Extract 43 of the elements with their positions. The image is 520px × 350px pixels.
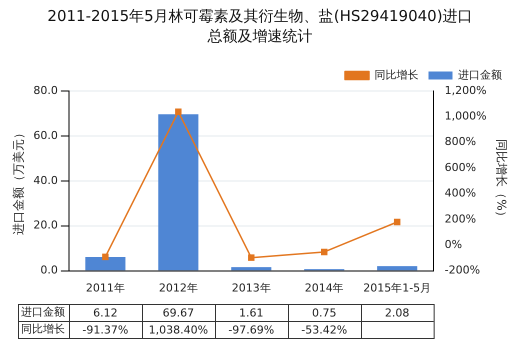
data-label: 2.08 bbox=[384, 306, 410, 320]
bar bbox=[158, 114, 198, 270]
y2-tick-label: 1,200% bbox=[444, 84, 487, 97]
y2-tick-label: 200% bbox=[444, 212, 476, 226]
point bbox=[175, 108, 182, 115]
y-axis-title: 进口金额（万美元） bbox=[11, 126, 26, 235]
y2-tick-label: 0% bbox=[444, 238, 462, 251]
data-label: 1.61 bbox=[239, 306, 264, 320]
y2-tick-label: 400% bbox=[444, 186, 476, 200]
data-label: 0.75 bbox=[312, 306, 336, 320]
chart-title: 2011-2015年5月林可霉素及其衍生物、盐(HS29419040)进口总额及增速统计 bbox=[46, 6, 474, 46]
point bbox=[102, 254, 109, 260]
y-tick-label: 0.0 bbox=[40, 264, 58, 277]
data-label: -53.42% bbox=[301, 323, 348, 336]
x-tick-label: 2012年 bbox=[158, 281, 198, 294]
legend-label: 同比增长 bbox=[374, 68, 418, 82]
text: 进口金额 bbox=[21, 305, 65, 318]
data-label: -97.69% bbox=[228, 323, 274, 336]
y-tick-label: 40.0 bbox=[33, 174, 58, 187]
data-label: 6.12 bbox=[93, 306, 118, 320]
y-tick-label: 80.0 bbox=[33, 84, 58, 97]
y-tick-label: 20.0 bbox=[33, 218, 58, 232]
bar bbox=[377, 266, 418, 270]
x-tick-label: 2013年 bbox=[232, 281, 271, 294]
data-label: 1,038.40% bbox=[148, 323, 208, 336]
x-tick-label: 2014年 bbox=[304, 281, 344, 294]
bar bbox=[231, 267, 272, 270]
y2-tick-label: -200% bbox=[444, 264, 480, 277]
y2-tick-label: 600% bbox=[444, 160, 476, 174]
data-label: -91.37% bbox=[82, 323, 128, 336]
x-tick-label: 2015年1-5月 bbox=[363, 281, 432, 294]
point bbox=[321, 248, 328, 256]
y2-axis-title: 同比增长（%） bbox=[494, 139, 509, 223]
point bbox=[394, 218, 400, 226]
legend-label: 进口金额 bbox=[458, 68, 502, 82]
y2-tick-label: 1,000% bbox=[444, 110, 487, 123]
y2-tick-label: 800% bbox=[444, 135, 476, 148]
text: 同比增长 bbox=[21, 322, 65, 336]
bar bbox=[85, 257, 126, 270]
y-tick-label: 60.0 bbox=[33, 128, 58, 142]
point bbox=[248, 254, 254, 261]
x-tick-label: 2011年 bbox=[86, 281, 125, 294]
data-label: 69.67 bbox=[162, 306, 194, 320]
